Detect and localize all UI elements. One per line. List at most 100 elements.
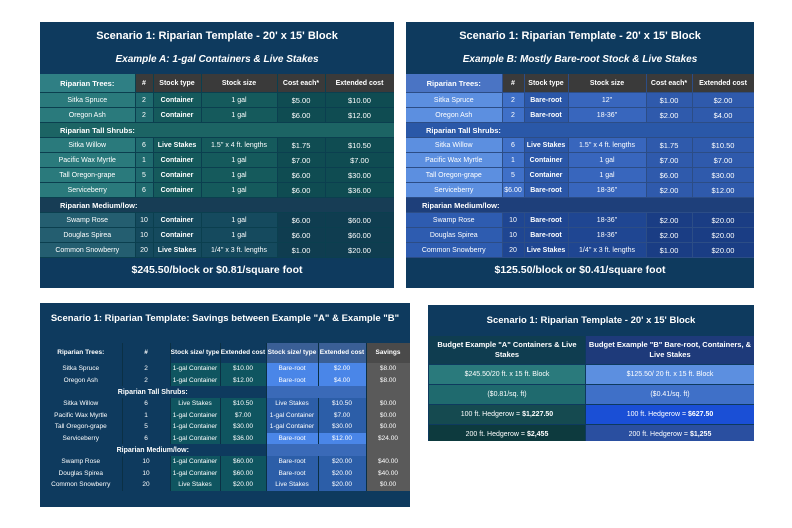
stock-type: Bare-root xyxy=(524,92,569,108)
cost-each: $1.75 xyxy=(646,137,693,153)
section-label: Riparian Tall Shrubs: xyxy=(40,122,394,138)
budget-a-value: $245.50/20 ft. x 15 ft. Block xyxy=(428,364,586,385)
hedgerow-label: 200 ft. Hedgerow = xyxy=(465,431,527,438)
cost-each: $6.00 xyxy=(646,167,693,183)
stock-size: 1 gal xyxy=(201,152,278,168)
a-cost: $20.00 xyxy=(220,479,267,491)
extended-cost: $30.00 xyxy=(692,167,754,183)
cost-each: $1.00 xyxy=(277,242,326,258)
stock-type: Container xyxy=(524,167,569,183)
header-cell: Stock size xyxy=(201,74,278,93)
budget-a-value: ($0.81/sq. ft) xyxy=(428,384,586,405)
header-cell: Extended cost xyxy=(325,74,394,93)
b-cost: $12.00 xyxy=(318,432,367,444)
table-row: Douglas Spirea 10 Bare-root 18-36" $2.00 $20.… xyxy=(406,227,754,243)
table-row: Common Snowberry 20 Live Stakes $20.00 Live … xyxy=(40,479,410,491)
budget-row: ($0.81/sq. ft) ($0.41/sq. ft) xyxy=(428,384,754,405)
plant-count: 2 xyxy=(135,107,154,123)
savings-table: Riparian Trees: # Stock size/ type Exten… xyxy=(40,343,410,491)
stock-type: Container xyxy=(153,182,202,198)
stock-size: 1 gal xyxy=(201,212,278,228)
b-stock: 1-gal Container xyxy=(266,409,319,421)
budget-b-value: ($0.41/sq. ft) xyxy=(585,384,754,405)
cost-each: $2.00 xyxy=(646,227,693,243)
plant-name: Sitka Spruce xyxy=(40,92,136,108)
plant-count: 6 xyxy=(135,182,154,198)
section-spacer xyxy=(266,386,367,398)
extended-cost: $60.00 xyxy=(325,227,394,243)
plant-name: Serviceberry xyxy=(40,432,123,444)
extended-cost: $60.00 xyxy=(325,212,394,228)
section-label: Riparian Medium/low: xyxy=(406,197,754,213)
hedgerow-label: 200 ft. Hedgerow = xyxy=(628,431,690,438)
stock-type: Container xyxy=(524,152,569,168)
header-cell: Cost each* xyxy=(646,74,693,93)
table-row: Sitka Spruce 2 Bare-root 12" $1.00 $2.00 xyxy=(406,92,754,108)
budget-a-value: 200 ft. Hedgerow = $2,455 xyxy=(428,424,586,441)
extended-cost: $20.00 xyxy=(692,242,754,258)
savings-value: $8.00 xyxy=(366,363,410,375)
budget-b-value: 100 ft. Hedgerow = $627.50 xyxy=(585,404,754,425)
savings-value: $0.00 xyxy=(366,409,410,421)
section-row: Riparian Medium/low: xyxy=(406,197,754,213)
section-spacer xyxy=(366,386,410,398)
plant-name: Tall Oregon-grape xyxy=(406,167,503,183)
stock-size: 1 gal xyxy=(568,152,647,168)
header-cell: # xyxy=(135,74,154,93)
section-spacer xyxy=(266,444,367,456)
table-row: Sitka Spruce 2 1-gal Container $10.00 Bare-r… xyxy=(40,363,410,375)
table-header-row: Riparian Trees: # Stock size/ type Exten… xyxy=(40,343,410,363)
b-stock: Live Stakes xyxy=(266,398,319,410)
stock-type: Live Stakes xyxy=(524,242,569,258)
header-cell: Stock type xyxy=(524,74,569,93)
plant-name: Pacific Wax Myrtle xyxy=(40,409,123,421)
table-row: Oregon Ash 2 Bare-root 18-36" $2.00 $4.00 xyxy=(406,107,754,123)
panel-a-subtitle: Example A: 1-gal Containers & Live Stake… xyxy=(115,54,319,65)
extended-cost: $30.00 xyxy=(325,167,394,183)
stock-size: 12" xyxy=(568,92,647,108)
savings-title: Scenario 1: Riparian Template: Savings b… xyxy=(50,313,400,324)
stock-type: Bare-root xyxy=(524,212,569,228)
header-cell: Riparian Trees: xyxy=(40,343,123,363)
section-row: Riparian Tall Shrubs: xyxy=(406,122,754,138)
budget-summary-panel: Scenario 1: Riparian Template - 20' x 15… xyxy=(428,305,754,441)
table-row: Douglas Spirea 10 Container 1 gal $6.00 $60.0… xyxy=(40,227,394,243)
plant-name: Swamp Rose xyxy=(40,456,123,468)
hedgerow-cost: $627.50 xyxy=(687,411,714,418)
plant-name: Serviceberry xyxy=(40,182,136,198)
extended-cost: $12.00 xyxy=(692,182,754,198)
hedgerow-label: 100 ft. Hedgerow = xyxy=(460,411,523,418)
plant-name: Common Snowberry xyxy=(406,242,503,258)
plant-name: Pacific Wax Myrtle xyxy=(40,152,136,168)
plant-count: 10 xyxy=(502,212,525,228)
plant-name: Sitka Spruce xyxy=(40,363,123,375)
a-cost: $10.00 xyxy=(220,363,267,375)
stock-type: Bare-root xyxy=(524,182,569,198)
stock-type: Bare-root xyxy=(524,227,569,243)
header-cell: Extended cost xyxy=(220,343,267,363)
stock-type: Container xyxy=(153,92,202,108)
example-b-table: Riparian Trees: # Stock type Stock size … xyxy=(406,74,754,258)
plant-name: Common Snowberry xyxy=(40,479,123,491)
extended-cost: $36.00 xyxy=(325,182,394,198)
b-stock: Bare-root xyxy=(266,363,319,375)
table-row: Common Snowberry 20 Live Stakes 1/4'' x 3 f… xyxy=(406,242,754,258)
a-stock: 1-gal Container xyxy=(170,467,221,479)
table-row: Pacific Wax Myrtle 1 Container 1 gal $7.00 $7… xyxy=(40,152,394,168)
stock-size: 1/4'' x 3 ft. lengths xyxy=(568,242,647,258)
stock-type: Container xyxy=(153,167,202,183)
plant-count: 2 xyxy=(135,92,154,108)
b-cost: $4.00 xyxy=(318,374,367,386)
savings-value: $0.00 xyxy=(366,398,410,410)
plant-count: 20 xyxy=(122,479,171,491)
plant-count: 20 xyxy=(502,242,525,258)
plant-name: Oregon Ash xyxy=(40,374,123,386)
section-row: Riparian Medium/low: xyxy=(40,197,394,213)
plant-name: Swamp Rose xyxy=(40,212,136,228)
extended-cost: $2.00 xyxy=(692,92,754,108)
plant-count: 6 xyxy=(135,137,154,153)
stock-type: Live Stakes xyxy=(153,137,202,153)
cost-each: $2.00 xyxy=(646,182,693,198)
plant-name: Douglas Spirea xyxy=(40,227,136,243)
header-cell: Riparian Trees: xyxy=(406,74,503,93)
